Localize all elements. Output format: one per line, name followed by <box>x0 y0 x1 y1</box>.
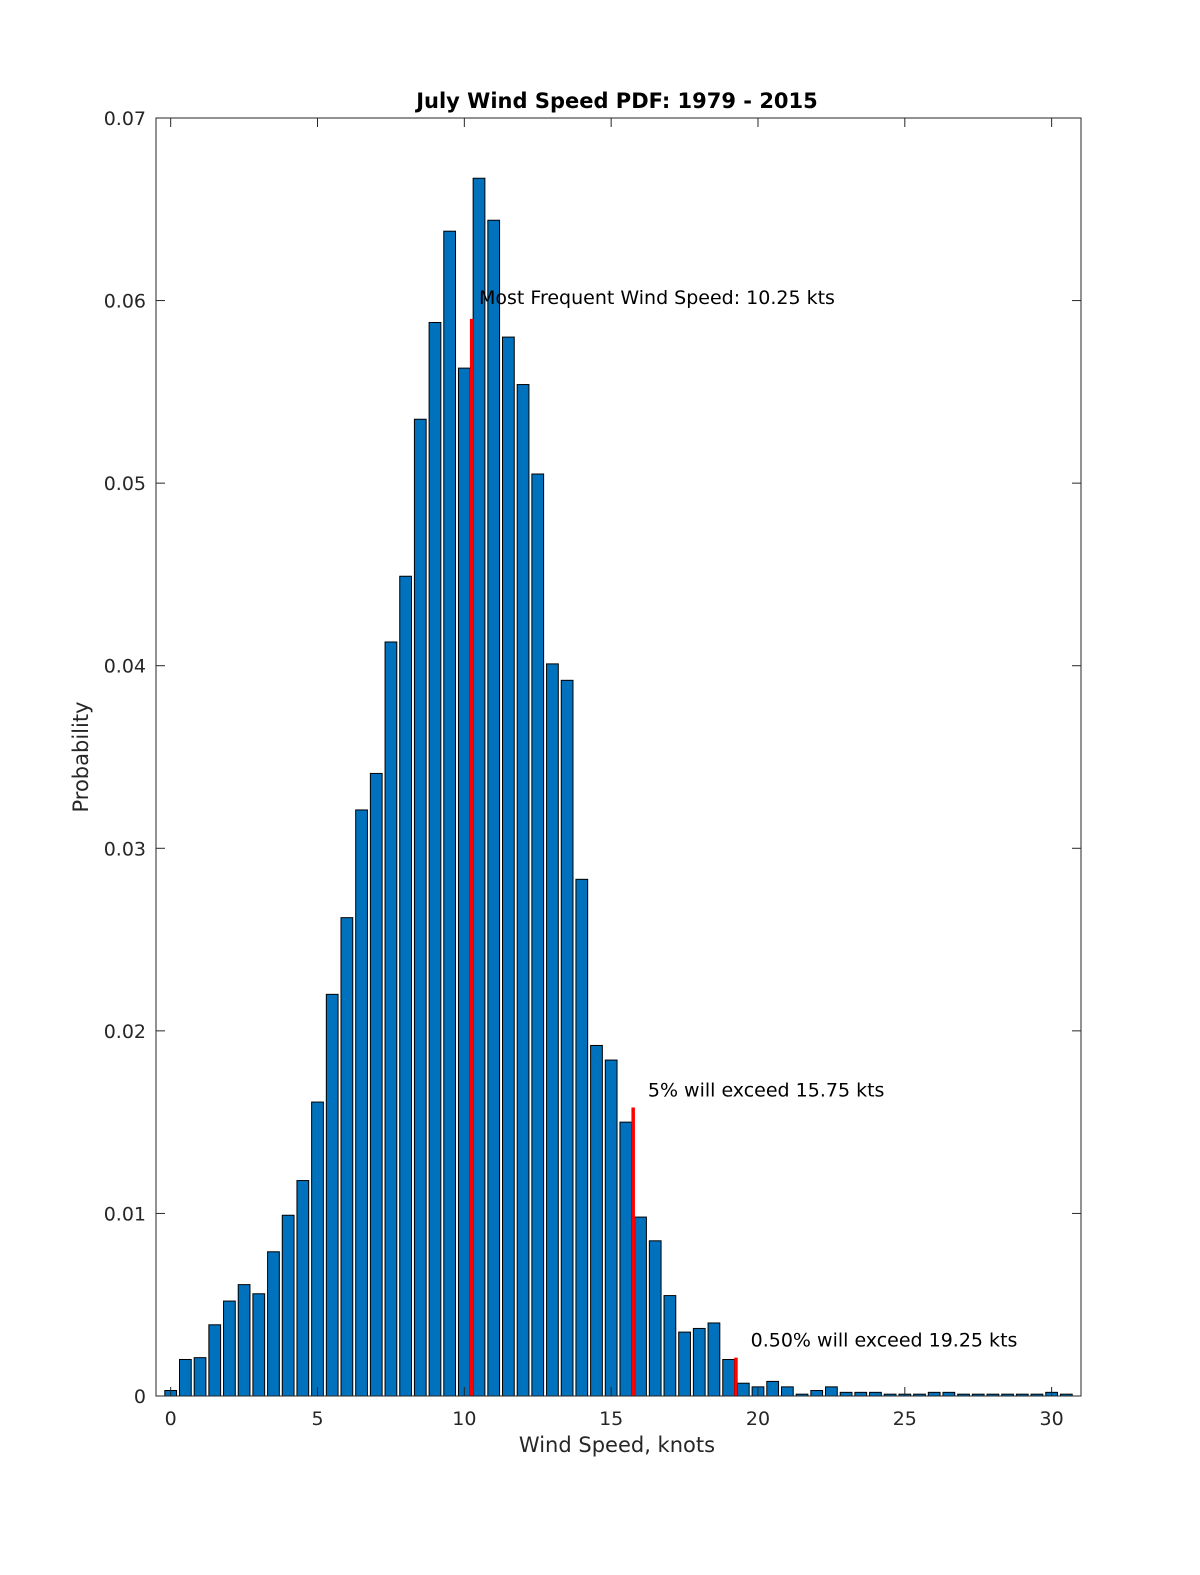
bar <box>384 641 398 1397</box>
bar <box>516 384 530 1397</box>
bar <box>267 1251 280 1397</box>
bar <box>590 1044 603 1397</box>
bar <box>722 1358 735 1397</box>
x-axis-title: Wind Speed, knots <box>519 1433 715 1457</box>
bar <box>575 878 589 1397</box>
y-tick-label: 0.05 <box>104 473 146 495</box>
bar <box>869 1391 882 1397</box>
bar <box>736 1382 750 1397</box>
bar <box>399 575 412 1397</box>
bar <box>413 418 427 1397</box>
y-tick-label: 0 <box>134 1386 146 1408</box>
bar <box>502 336 515 1397</box>
x-tick-label: 25 <box>893 1408 917 1430</box>
bar <box>252 1293 266 1397</box>
y-tick-label: 0.02 <box>104 1021 146 1043</box>
bar <box>531 473 545 1397</box>
bar <box>619 1121 633 1397</box>
bar <box>208 1324 222 1397</box>
bar <box>223 1300 236 1397</box>
bar <box>825 1386 838 1397</box>
bar <box>340 917 354 1397</box>
chart-title: July Wind Speed PDF: 1979 - 2015 <box>414 89 818 113</box>
bar <box>281 1214 295 1397</box>
bar <box>678 1331 691 1397</box>
bar <box>854 1391 868 1397</box>
bar <box>443 230 457 1397</box>
bars-group <box>164 177 1073 1397</box>
bar <box>604 1059 618 1397</box>
y-tick-label: 0.03 <box>104 838 146 860</box>
y-tick-label: 0.01 <box>104 1203 146 1225</box>
bar <box>663 1295 677 1397</box>
bar <box>311 1101 324 1397</box>
bar <box>766 1380 780 1397</box>
x-tick-label: 20 <box>746 1408 770 1430</box>
x-tick-label: 15 <box>599 1408 623 1430</box>
x-tick-label: 10 <box>452 1408 476 1430</box>
bar <box>546 663 559 1397</box>
bar <box>927 1391 941 1397</box>
annotations-group: Most Frequent Wind Speed: 10.25 kts 5% wi… <box>479 287 1017 1351</box>
y-tick-label: 0.06 <box>104 291 146 313</box>
bar <box>810 1390 824 1397</box>
bar <box>237 1284 251 1397</box>
x-tick-label: 0 <box>165 1408 177 1430</box>
marker-annotation: Most Frequent Wind Speed: 10.25 kts <box>479 287 835 309</box>
axes-group: 0 5 10 15 20 25 30 0 0.01 0.02 0.03 0.04 0.05 0.06 0.0… <box>104 108 1082 1430</box>
bar <box>428 321 442 1397</box>
bar <box>560 679 574 1397</box>
x-tick-label: 30 <box>1040 1408 1064 1430</box>
bar <box>692 1327 706 1397</box>
bar <box>780 1386 794 1397</box>
bar <box>942 1391 956 1397</box>
bar <box>648 1240 662 1397</box>
bar <box>457 367 471 1397</box>
y-tick-label: 0.04 <box>104 656 146 678</box>
y-axis-title: Probability <box>69 701 93 812</box>
bar <box>634 1216 647 1397</box>
bar <box>487 219 501 1397</box>
x-tick-label: 5 <box>311 1408 323 1430</box>
bar <box>296 1180 310 1397</box>
bar <box>369 772 383 1397</box>
bar <box>472 177 486 1397</box>
bar <box>707 1322 721 1397</box>
y-tick-label: 0.07 <box>104 108 146 130</box>
markers-group <box>469 318 738 1396</box>
bar <box>178 1358 192 1397</box>
bar <box>325 993 339 1397</box>
bar <box>193 1357 207 1397</box>
bar <box>839 1391 853 1397</box>
plot-area-frame <box>155 117 1082 1397</box>
marker-annotation: 5% will exceed 15.75 kts <box>648 1080 885 1102</box>
marker-annotation: 0.50% will exceed 19.25 kts <box>751 1330 1018 1352</box>
bar <box>355 809 368 1397</box>
